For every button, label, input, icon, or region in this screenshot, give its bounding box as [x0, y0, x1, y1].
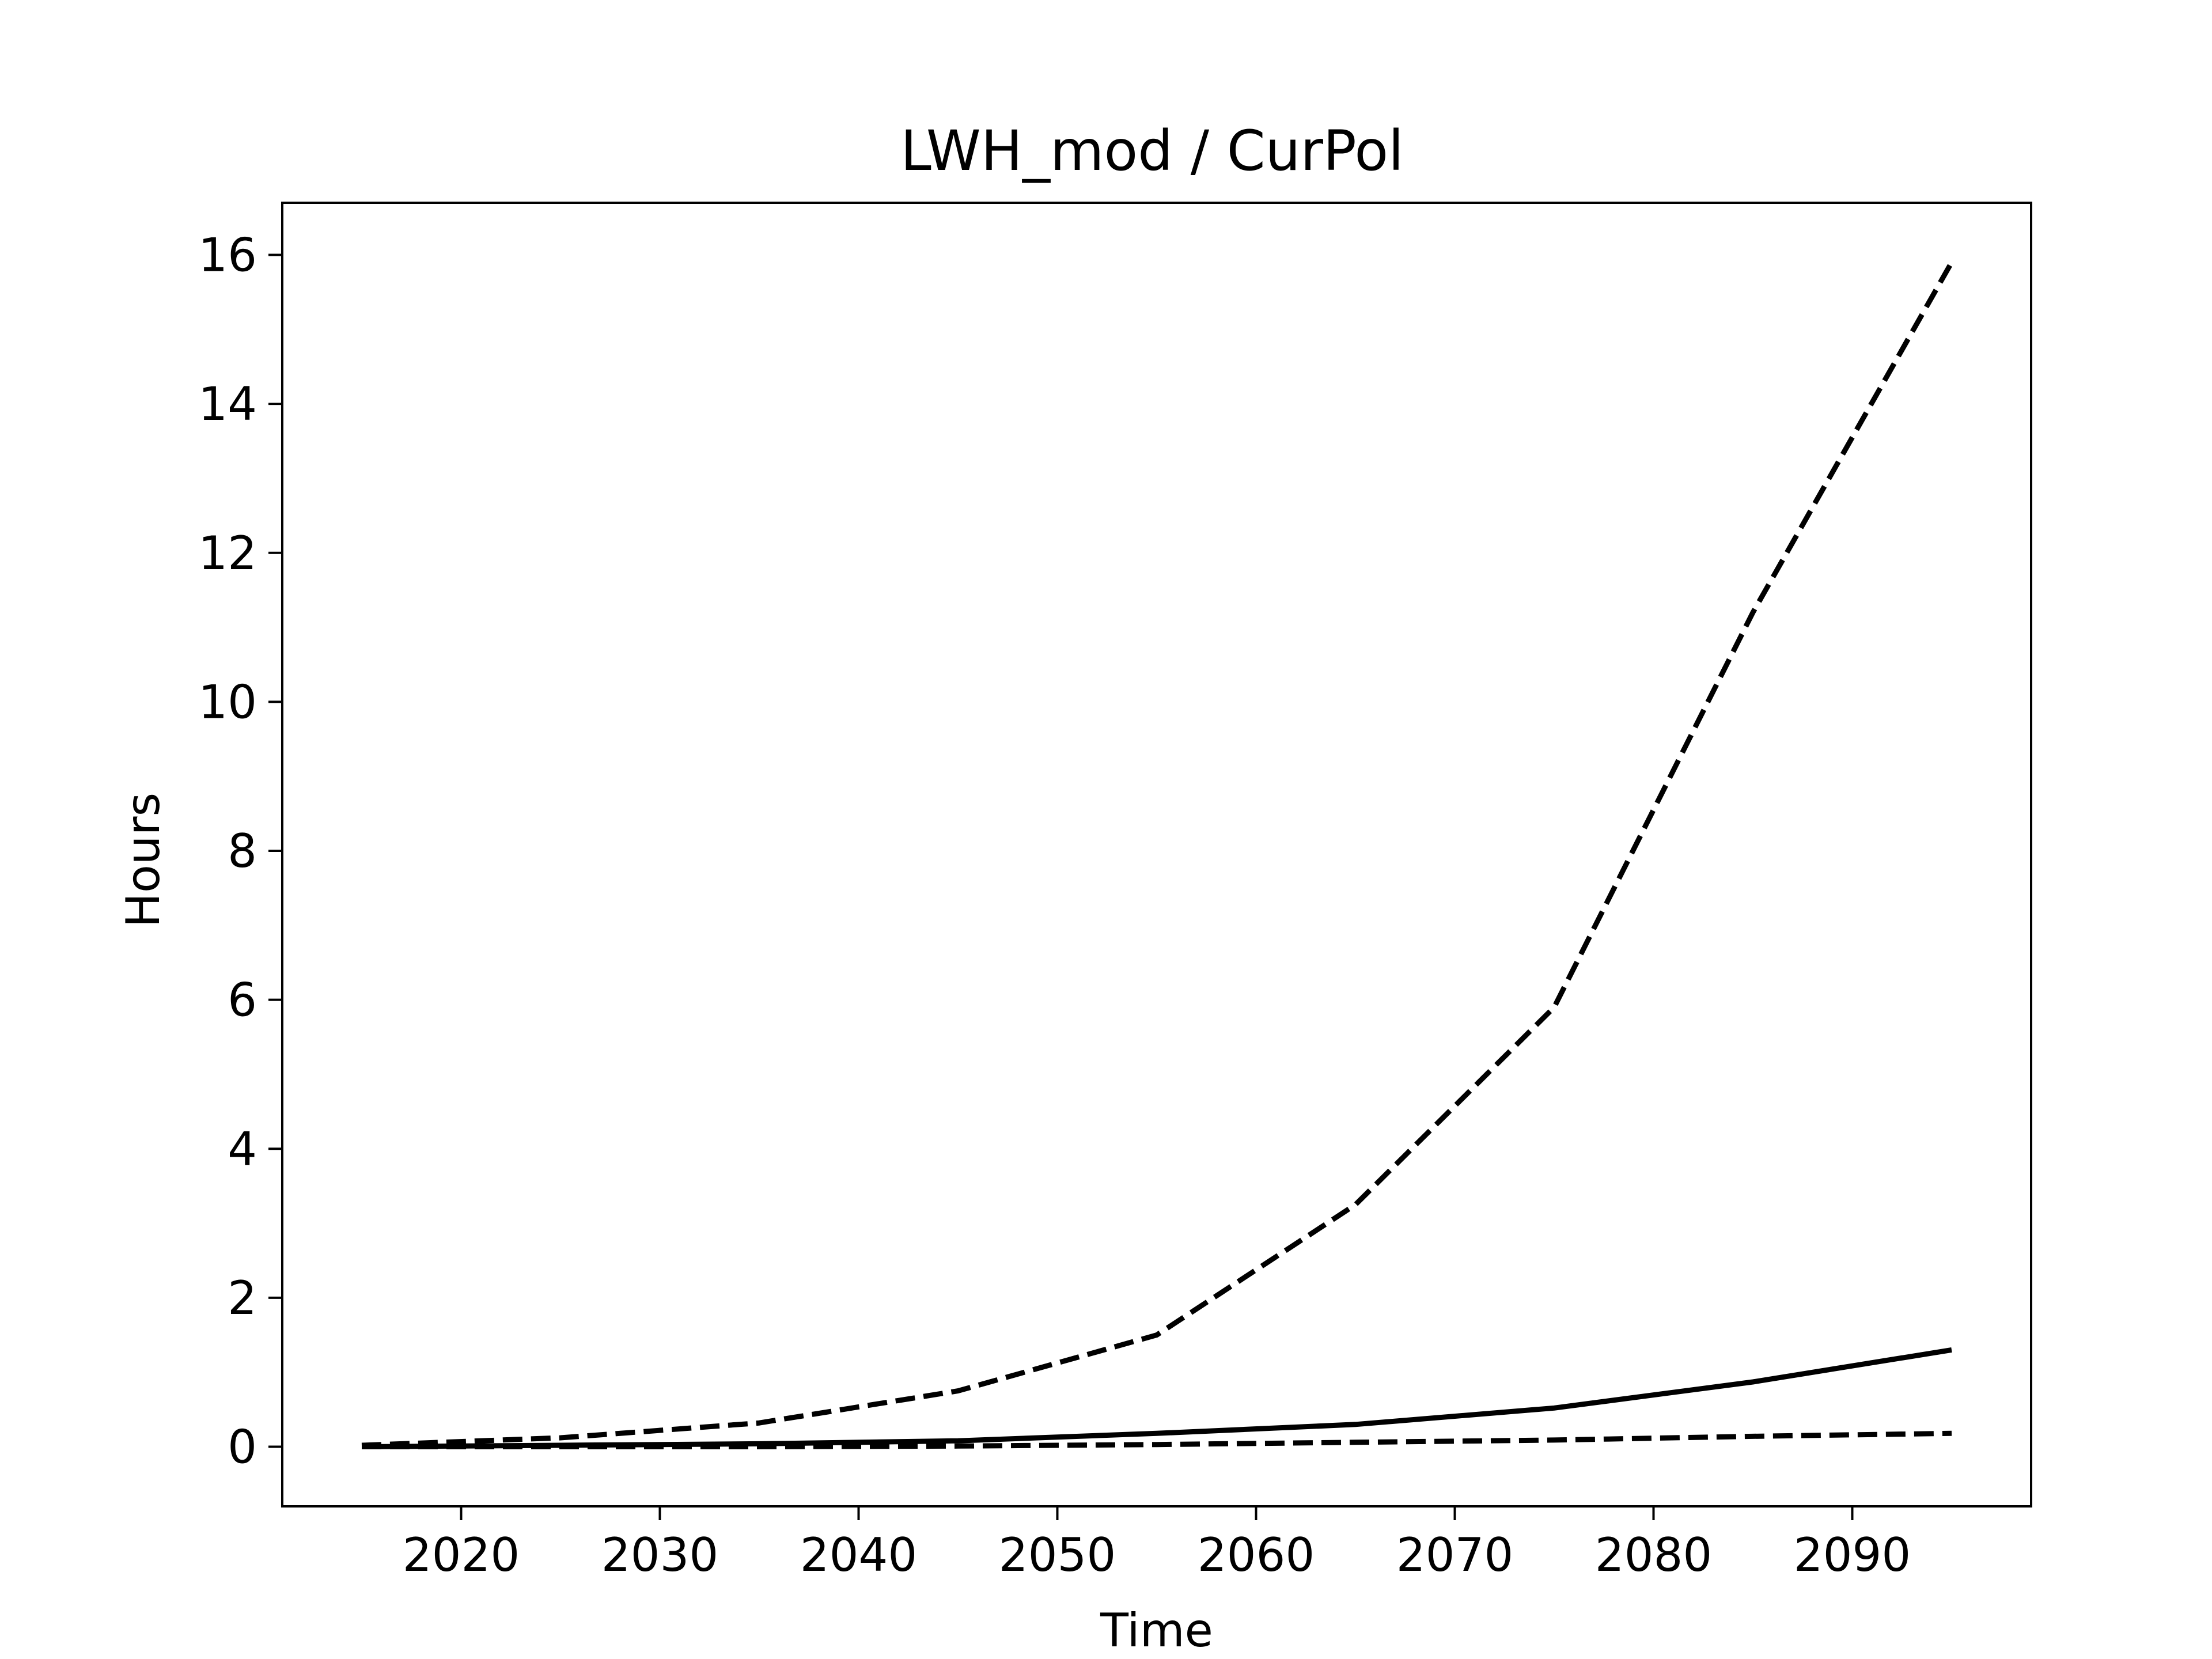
x-tick-label: 2070 — [1396, 1528, 1514, 1582]
chart-title: LWH_mod / CurPol — [900, 119, 1404, 183]
series-line-3 — [362, 1430, 1952, 1449]
x-tick-label: 2040 — [800, 1528, 918, 1582]
y-tick-label: 0 — [228, 1421, 257, 1474]
y-axis: 0 2 4 6 8 10 12 14 16 — [198, 229, 282, 1474]
x-tick-label: 2050 — [999, 1528, 1116, 1582]
y-tick-label: 6 — [228, 974, 257, 1027]
y-tick-label: 16 — [198, 229, 257, 282]
y-tick-label: 14 — [198, 377, 257, 431]
y-axis-label: Hours — [116, 793, 170, 927]
y-tick-label: 8 — [228, 824, 257, 878]
x-tick-label: 2030 — [601, 1528, 719, 1582]
x-tick-label: 2060 — [1198, 1528, 1315, 1582]
y-tick-label: 4 — [228, 1122, 257, 1176]
y-tick-label: 10 — [198, 675, 257, 729]
y-tick-label: 12 — [198, 527, 257, 580]
series-line-2 — [361, 1347, 1952, 1449]
x-tick-label: 2020 — [403, 1528, 520, 1582]
x-axis: 2020 2030 2040 2050 2060 2070 2080 2090 — [403, 1506, 1911, 1582]
x-tick-label: 2090 — [1794, 1528, 1911, 1582]
series-line-1 — [361, 261, 1954, 1448]
plot-area-frame — [281, 202, 2032, 1508]
x-axis-label: Time — [1100, 1604, 1213, 1657]
y-tick-label: 2 — [228, 1271, 257, 1325]
x-tick-label: 2080 — [1595, 1528, 1713, 1582]
